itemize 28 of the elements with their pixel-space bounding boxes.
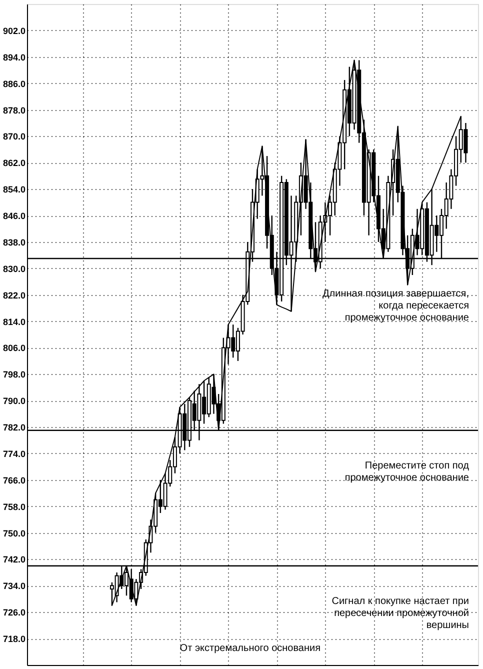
y-tick-label: 854.0: [2, 184, 26, 195]
y-tick-label: 758.0: [2, 502, 26, 512]
y-tick-label: 814.0: [2, 316, 26, 327]
y-tick-label: 750.0: [2, 528, 26, 538]
y-tick-label: 742.0: [2, 554, 26, 565]
y-tick-label: 766.0: [2, 475, 26, 486]
y-tick-label: 798.0: [2, 370, 26, 380]
y-tick-label: 830.0: [2, 264, 26, 274]
ref-line-label: Переместите стоп под промежуточное основание: [344, 460, 470, 484]
annotation: От экстремального основания: [180, 643, 321, 654]
y-tick-label: 862.0: [2, 158, 26, 168]
ref-line-label: Сигнал к покупке настает при пересечении промежуточной вершины: [332, 596, 469, 631]
y-tick-label: 806.0: [2, 343, 26, 354]
y-tick-label: 870.0: [2, 132, 26, 142]
ref-line-label: Длинная позиция завершается, когда пересекается промежуточное основание: [322, 288, 470, 324]
y-tick-label: 734.0: [2, 581, 26, 592]
y-tick-label: 878.0: [2, 105, 26, 116]
y-tick-label: 902.0: [2, 26, 26, 36]
y-tick-label: 846.0: [2, 211, 26, 222]
y-tick-label: 782.0: [2, 422, 26, 433]
y-tick-label: 790.0: [2, 396, 26, 406]
y-tick-label: 774.0: [2, 448, 26, 459]
y-tick-label: 894.0: [2, 52, 26, 62]
y-tick-label: 726.0: [2, 608, 26, 618]
y-tick-label: 838.0: [2, 237, 26, 248]
y-tick-label: 718.0: [2, 634, 26, 644]
y-tick-label: 886.0: [2, 78, 26, 89]
y-tick-label: 822.0: [2, 290, 26, 300]
